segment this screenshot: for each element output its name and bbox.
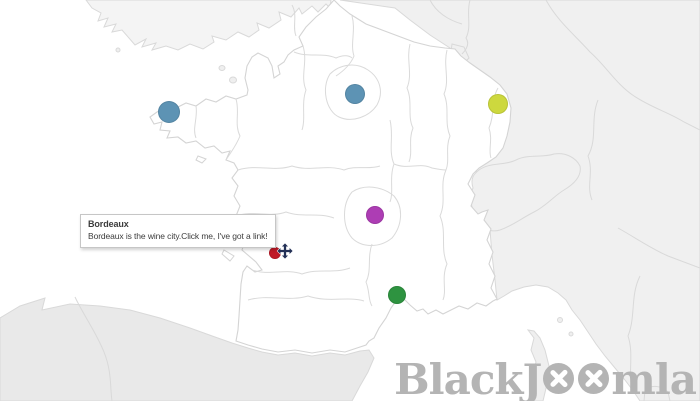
watermark-text-right: mla [611,355,697,401]
joomla-o-icon [578,363,610,394]
map-marker-4[interactable] [366,206,384,224]
joomla-o-icon [543,363,575,394]
spain-region [0,296,375,401]
map-marker-2[interactable] [345,84,365,104]
england-region [85,0,332,53]
map-marker-1[interactable] [158,101,180,123]
channel-islands [218,65,237,84]
watermark-text-left: BlackJ [394,355,542,401]
tooltip-title: Bordeaux [88,219,129,229]
map-marker-5[interactable] [388,286,406,304]
watermark: BlackJ mla [394,359,697,401]
map-tooltip: Bordeaux Bordeaux is the wine city.Click… [80,214,276,248]
france-region[interactable] [149,0,512,354]
tooltip-body: Bordeaux is the wine city.Click me, I've… [88,231,268,242]
map-marker-3[interactable] [488,94,508,114]
france-region-borders [194,15,499,307]
move-cursor-icon [276,242,294,260]
